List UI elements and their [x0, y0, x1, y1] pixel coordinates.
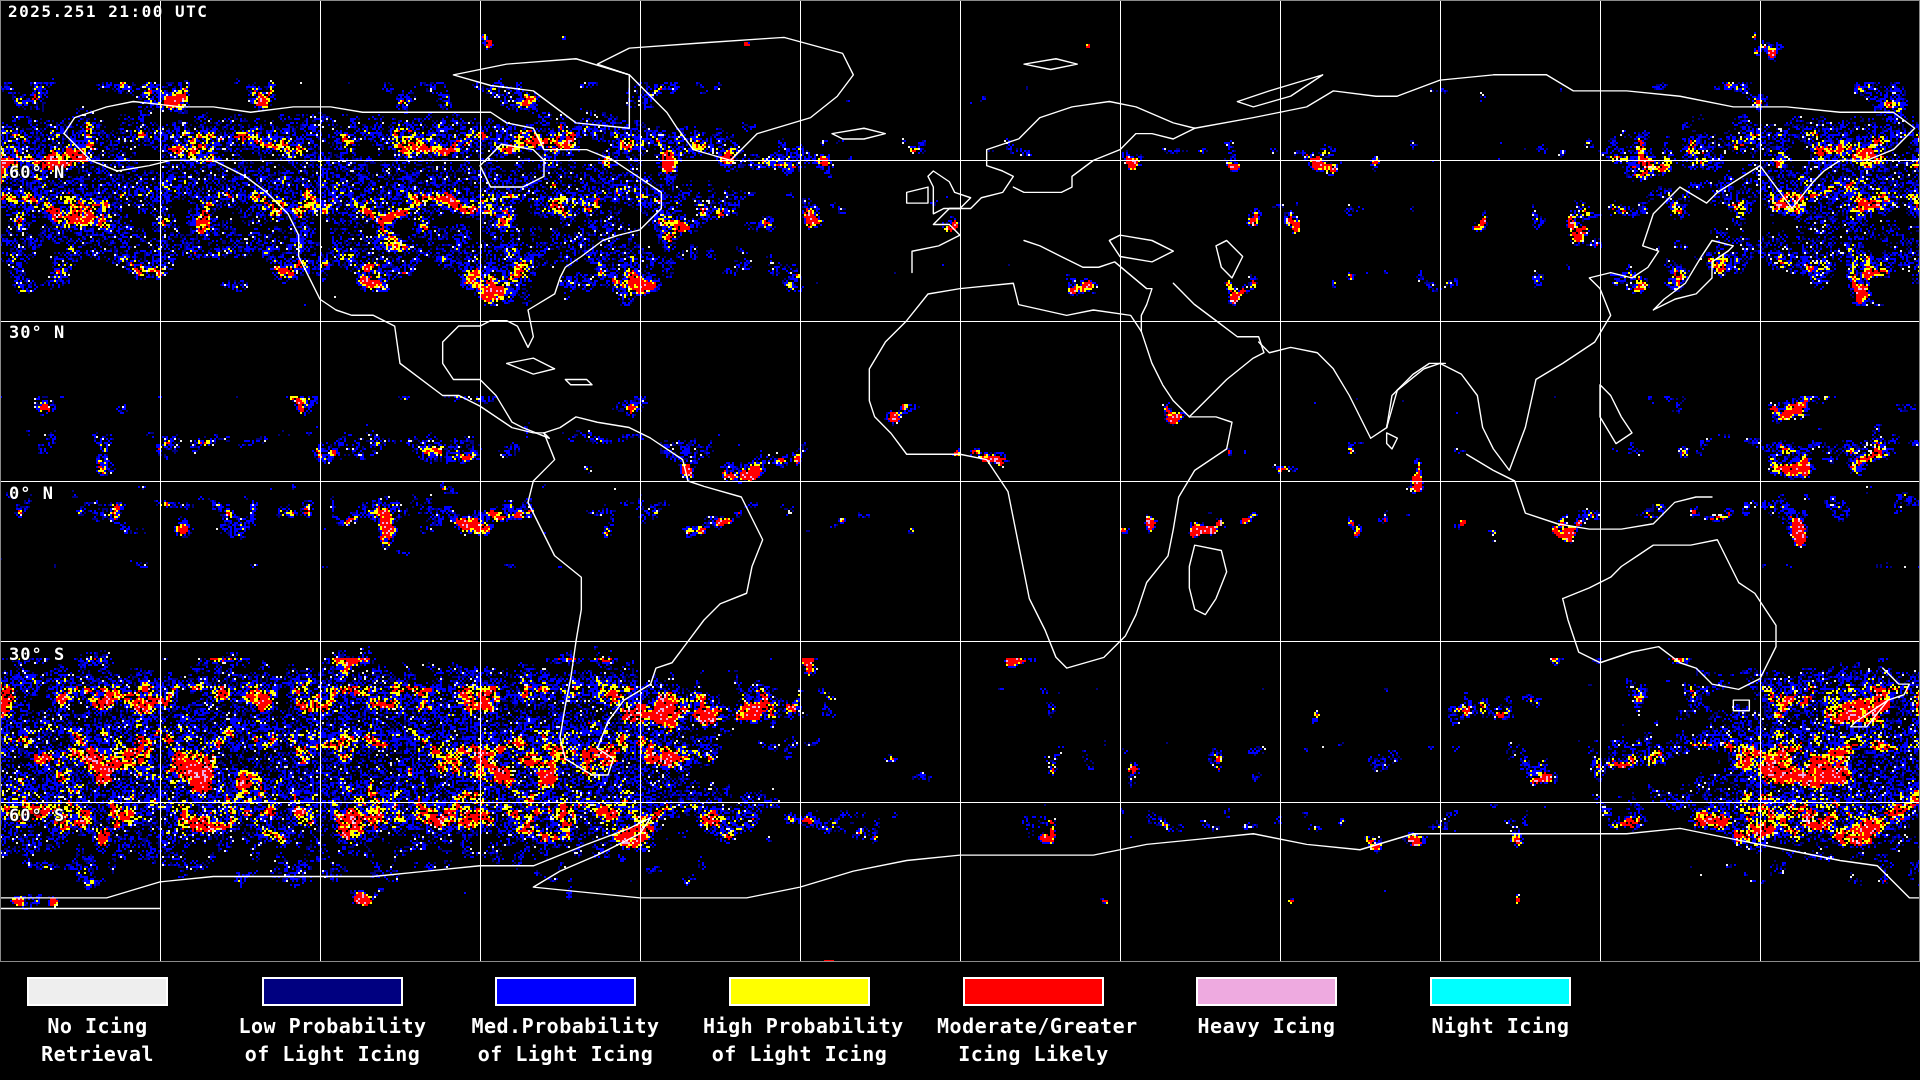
legend-label-med-probability-light-icing: Med.Probability of Light Icing: [469, 1012, 662, 1068]
legend-label-line2: of Light Icing: [477, 1042, 654, 1066]
legend-label-night-icing: Night Icing: [1404, 1012, 1597, 1040]
latitude-label-30: 30° N: [9, 323, 66, 343]
latitude-label-0: 0° N: [9, 484, 54, 504]
legend-label-line1: Low Probability: [238, 1014, 427, 1038]
latitude-label-neg30: 30° S: [9, 645, 66, 665]
legend-label-line2: of Light Icing: [244, 1042, 421, 1066]
timestamp-label: 2025.251 21:00 UTC: [8, 2, 209, 21]
legend-item-high-probability-light-icing[interactable]: High Probability of Light Icing: [703, 962, 903, 1080]
legend-item-low-probability-light-icing[interactable]: Low Probability of Light Icing: [238, 962, 426, 1080]
legend-swatch-high-probability-light-icing: [729, 977, 870, 1006]
legend-swatch-med-probability-light-icing: [495, 977, 636, 1006]
icing-map-canvas[interactable]: [1, 1, 1919, 961]
legend-label-no-icing-retrieval: No Icing Retrieval: [1, 1012, 194, 1068]
legend-item-heavy-icing[interactable]: Heavy Icing: [1196, 962, 1337, 1080]
legend-label-line1: High Probability: [703, 1014, 904, 1038]
legend-item-moderate-greater-icing-likely[interactable]: Moderate/Greater Icing Likely: [937, 962, 1137, 1080]
legend-label-line1: Med.Probability: [471, 1014, 660, 1038]
legend-label-line1: Night Icing: [1431, 1014, 1570, 1038]
legend-label-heavy-icing: Heavy Icing: [1170, 1012, 1363, 1040]
legend-label-high-probability-light-icing: High Probability of Light Icing: [703, 1012, 904, 1068]
legend-item-med-probability-light-icing[interactable]: Med.Probability of Light Icing: [471, 962, 659, 1080]
legend-item-no-icing-retrieval[interactable]: No Icing Retrieval: [27, 962, 168, 1080]
legend-label-line1: Moderate/Greater: [937, 1014, 1138, 1038]
legend-label-line2: of Light Icing: [711, 1042, 888, 1066]
legend-swatch-no-icing-retrieval: [27, 977, 168, 1006]
legend-label-line2: Retrieval: [41, 1042, 154, 1066]
latitude-label-neg60: 60° S: [9, 806, 66, 826]
legend-label-line1: No Icing: [47, 1014, 148, 1038]
legend-swatch-moderate-greater-icing-likely: [963, 977, 1104, 1006]
legend-panel: No Icing Retrieval Low Probability of Light…: [0, 962, 1920, 1080]
legend-swatch-heavy-icing: [1196, 977, 1337, 1006]
legend-label-moderate-greater-icing-likely: Moderate/Greater Icing Likely: [937, 1012, 1138, 1068]
legend-label-line1: Heavy Icing: [1197, 1014, 1336, 1038]
legend-swatch-low-probability-light-icing: [262, 977, 403, 1006]
legend-item-night-icing[interactable]: Night Icing: [1430, 962, 1571, 1080]
legend-swatch-night-icing: [1430, 977, 1571, 1006]
latitude-label-60: 60° N: [9, 163, 66, 183]
legend-label-line2: Icing Likely: [958, 1042, 1109, 1066]
global-icing-map[interactable]: 2025.251 21:00 UTC 60° N 30° N 0° N 30° S 60…: [0, 0, 1920, 962]
legend-label-low-probability-light-icing: Low Probability of Light Icing: [236, 1012, 429, 1068]
